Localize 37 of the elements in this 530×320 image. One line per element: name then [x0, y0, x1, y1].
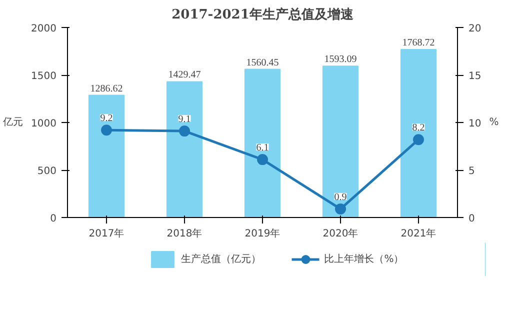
x-tick-label: 2019年: [244, 228, 280, 240]
bar: [88, 94, 125, 218]
x-tick-label: 2018年: [166, 228, 202, 240]
data-label: 1768.72: [402, 37, 435, 48]
legend-label: 比上年增长（%）: [324, 252, 404, 266]
data-label: 9.2: [100, 113, 113, 124]
point: [101, 124, 112, 136]
point: [257, 154, 268, 166]
y2-tick-label: 5: [468, 166, 475, 177]
y-tick-label: 2000: [31, 24, 57, 34]
y2-tick-label: 20: [468, 24, 482, 34]
bar: [322, 66, 359, 218]
bar: [400, 48, 437, 218]
y-tick-label: 500: [37, 166, 57, 177]
y-tick-label: 1000: [31, 118, 57, 130]
point: [335, 203, 346, 214]
point: [413, 134, 424, 146]
y-tick-label: 1500: [31, 71, 57, 82]
legend-label: 生产总值（亿元）: [181, 252, 262, 266]
x-tick-label: 2017年: [88, 228, 124, 240]
bar: [244, 68, 281, 218]
chart-title: 2017-2021年生产总值及增速: [172, 6, 354, 22]
x-tick-label: 2020年: [322, 228, 358, 240]
point: [179, 126, 190, 137]
data-label: 1286.62: [90, 83, 123, 94]
data-label: 1560.45: [246, 57, 279, 68]
data-label: 1593.09: [324, 54, 357, 66]
bar: [166, 81, 203, 218]
y2-tick-label: 0: [468, 214, 475, 224]
y2-axis-title: %: [489, 117, 499, 128]
data-label: 8.2: [412, 122, 425, 134]
x-tick-label: 2021年: [400, 228, 436, 240]
y2-tick-label: 15: [468, 71, 482, 82]
y-tick-label: 0: [50, 214, 57, 224]
y-axis-title: 亿元: [2, 117, 24, 128]
y2-tick-label: 10: [468, 118, 482, 130]
data-label: 1429.47: [168, 70, 201, 81]
